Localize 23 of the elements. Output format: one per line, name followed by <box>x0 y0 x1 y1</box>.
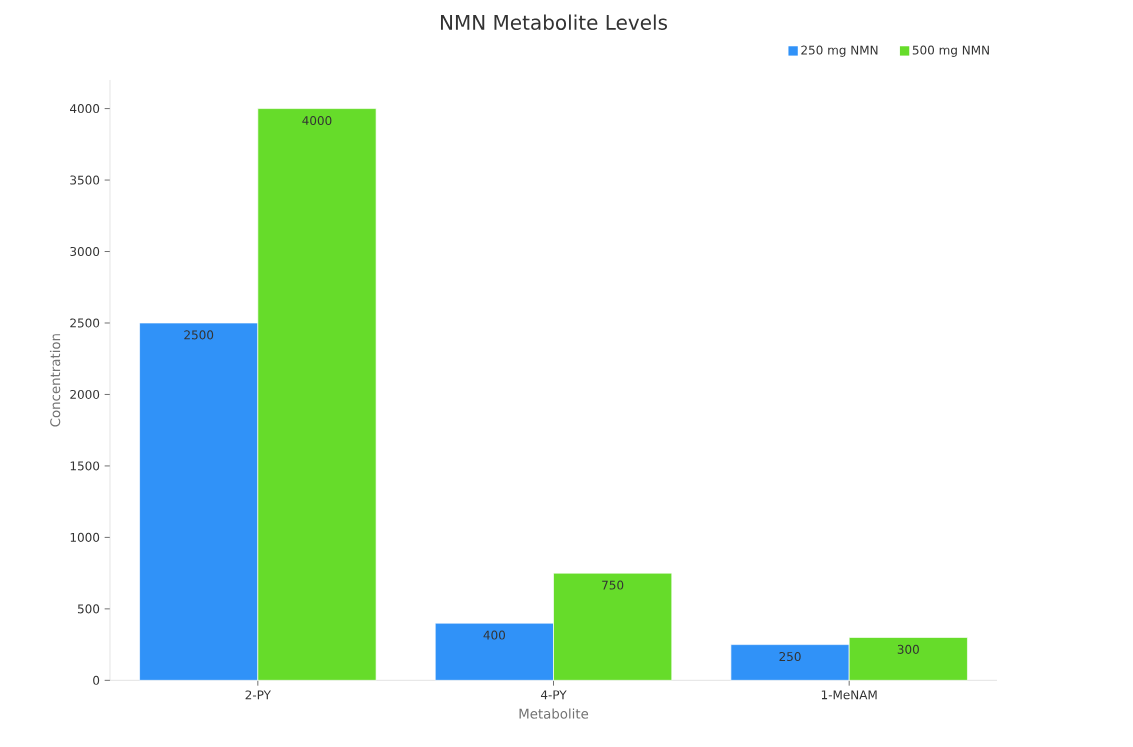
x-axis-title: Metabolite <box>519 708 589 719</box>
y-axis-title: Concentration <box>49 334 61 427</box>
y-tick-label: 3500 <box>70 175 100 185</box>
y-tick-label: 3000 <box>70 246 100 257</box>
data-label: 4000 <box>302 115 332 126</box>
data-label: 250 <box>779 651 801 662</box>
x-tick-label: 1-MeNAM <box>821 690 877 700</box>
data-label: 750 <box>602 580 624 590</box>
y-tick-label: 0 <box>93 675 100 685</box>
data-label: 300 <box>897 644 919 654</box>
chart-title: NMN Metabolite Levels <box>440 14 668 30</box>
y-tick-label: 2000 <box>70 389 100 399</box>
x-tick-label: 2-PY <box>245 690 271 700</box>
y-tick-label: 1500 <box>70 461 100 471</box>
y-tick-label: 500 <box>77 604 100 614</box>
y-tick-label: 4000 <box>70 104 100 114</box>
data-label: 400 <box>483 630 506 640</box>
legend-label: 250 mg NMN <box>801 45 878 57</box>
x-tick-label: 4-PY <box>540 690 567 700</box>
y-tick-label: 1000 <box>70 532 100 542</box>
y-tick-label: 2500 <box>70 318 100 328</box>
data-label: 2500 <box>184 330 214 340</box>
legend-label: 500 mg NMN <box>912 45 989 57</box>
